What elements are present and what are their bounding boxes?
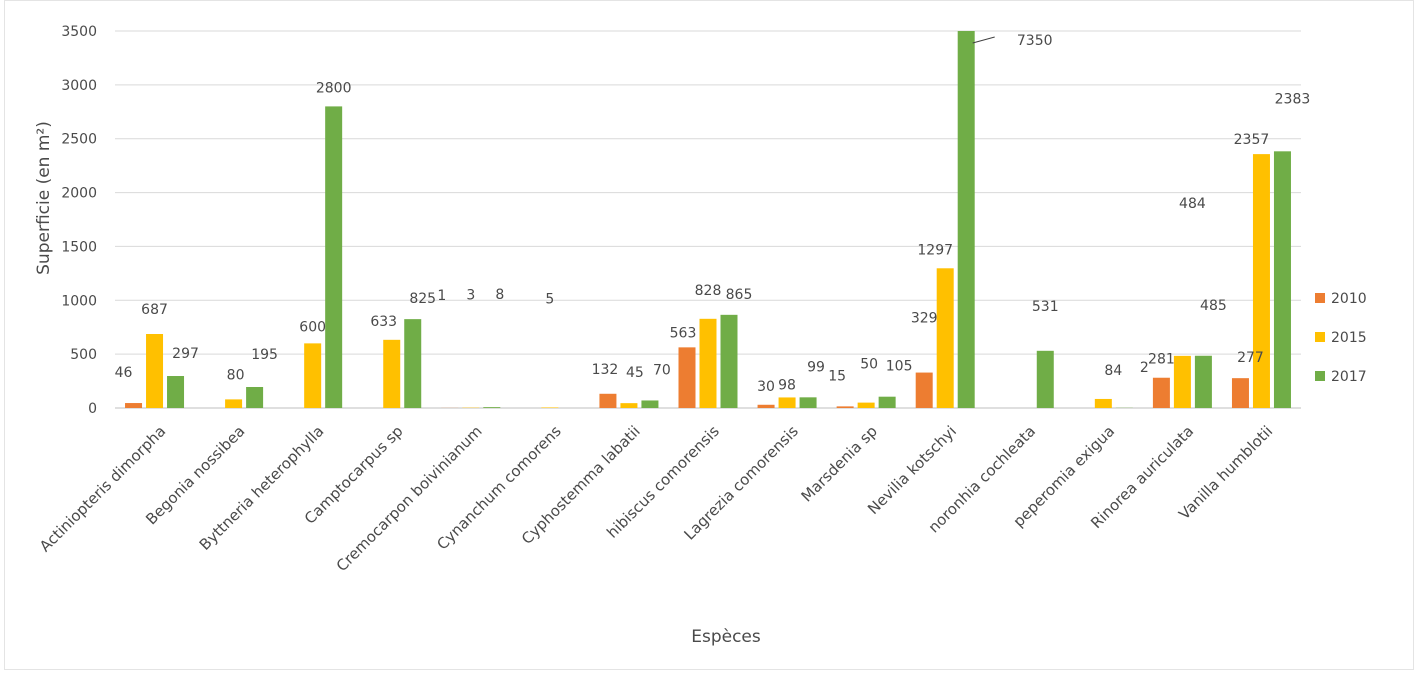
data-label: 531 (1032, 299, 1059, 315)
bar-2010 (1231, 378, 1249, 408)
x-tick-label: Actiniopteris dimorpha (36, 422, 169, 555)
bar-2015 (383, 339, 401, 408)
legend: 2010 2015 2017 (1315, 291, 1367, 385)
bar-2017 (957, 31, 975, 408)
data-label: 281 (1148, 352, 1175, 368)
bar-2015 (620, 403, 638, 408)
y-tick-label: 2500 (61, 132, 97, 148)
legend-swatch-2010 (1315, 293, 1325, 303)
data-label: 633 (370, 314, 397, 330)
legend-swatch-2015 (1315, 332, 1325, 342)
data-label: 484 (1179, 196, 1206, 212)
y-tick-label: 2000 (61, 186, 97, 202)
bar-2017 (1036, 350, 1054, 408)
data-label: 329 (911, 311, 938, 327)
y-tick-label: 3500 (61, 24, 97, 40)
bar-2015 (541, 407, 559, 408)
data-label: 7350 (1017, 33, 1053, 49)
bar-2015 (225, 399, 243, 408)
bar-2017 (167, 376, 185, 408)
data-label: 1297 (917, 242, 953, 258)
bar-2017 (404, 319, 422, 408)
y-tick-label: 500 (70, 347, 97, 363)
data-label: 485 (1200, 298, 1227, 314)
data-label: 99 (807, 359, 825, 375)
bar-2010 (599, 393, 617, 408)
bar-2015 (1173, 355, 1191, 408)
bar-2017 (246, 386, 264, 408)
y-tick-labels: 0 500 1000 1500 2000 2500 3000 3500 (61, 24, 97, 417)
legend-swatch-2017 (1315, 371, 1325, 381)
data-label: 30 (757, 379, 775, 395)
bar-2017 (720, 314, 738, 408)
data-label: 3 (466, 288, 475, 304)
data-label: 50 (860, 357, 878, 373)
bar-2015 (857, 402, 875, 408)
data-label: 132 (592, 362, 619, 378)
bar-2010 (125, 403, 143, 408)
bar-2017 (325, 106, 343, 409)
data-labels: 46 687 297 80 195 600 2800 633 825 1 3 8 5 132 45 70 563… (115, 33, 1311, 395)
bar-2017 (1194, 355, 1212, 408)
data-label: 70 (653, 362, 671, 378)
data-label: 600 (299, 319, 326, 335)
data-label: 105 (886, 359, 913, 375)
data-label: 2800 (316, 80, 352, 96)
legend-label-2010: 2010 (1331, 291, 1367, 307)
legend-label-2015: 2015 (1331, 330, 1367, 346)
data-label: 84 (1104, 363, 1122, 379)
bars (125, 31, 1291, 409)
data-label-leader (972, 36, 995, 44)
bar-2010 (836, 406, 854, 408)
bar-2015 (936, 268, 954, 408)
y-tick-label: 3000 (61, 78, 97, 94)
data-label: 15 (828, 368, 846, 384)
bar-2017 (483, 407, 501, 408)
bar-2015 (699, 318, 717, 408)
bar-chart: 0 500 1000 1500 2000 2500 3000 3500 46 687 297 80 1… (34, 24, 1367, 647)
y-tick-label: 1500 (61, 239, 97, 255)
bar-2015 (1094, 398, 1112, 408)
bar-2017 (878, 396, 896, 408)
x-tick-label: Cremocarpon boivinianum (333, 422, 486, 575)
data-label: 80 (227, 367, 245, 383)
bar-2010 (915, 372, 933, 408)
bar-2017 (1273, 151, 1291, 408)
chart-frame: 0 500 1000 1500 2000 2500 3000 3500 46 687 297 80 1… (4, 0, 1414, 670)
data-label: 563 (670, 325, 697, 341)
y-axis-title: Superficie (en m²) (34, 121, 54, 275)
data-label: 865 (726, 287, 753, 303)
data-label: 1 (437, 288, 446, 304)
data-label: 2383 (1275, 91, 1311, 107)
data-label: 687 (141, 302, 168, 318)
data-label: 825 (409, 291, 436, 307)
data-label: 277 (1237, 350, 1264, 366)
bar-2017 (799, 397, 817, 408)
data-label: 8 (495, 287, 504, 303)
data-label: 2357 (1234, 132, 1270, 148)
data-label: 45 (626, 365, 644, 381)
bar-2010 (678, 347, 696, 408)
data-label: 2 (1140, 360, 1149, 376)
legend-label-2017: 2017 (1331, 369, 1367, 385)
bar-2015 (1252, 154, 1270, 408)
data-label: 828 (695, 283, 722, 299)
bar-2010 (757, 404, 775, 408)
bar-2017 (641, 400, 659, 408)
data-label: 297 (172, 346, 199, 362)
bar-2015 (146, 334, 164, 408)
x-axis-title: Espèces (691, 627, 761, 647)
data-label: 195 (251, 347, 278, 363)
bar-2015 (778, 397, 796, 408)
x-tick-label: Marsdenia sp (798, 422, 881, 505)
y-tick-label: 0 (88, 401, 97, 417)
data-label: 46 (115, 365, 133, 381)
y-tick-label: 1000 (61, 293, 97, 309)
bar-2010 (1152, 377, 1170, 408)
data-label: 5 (545, 291, 554, 307)
data-label: 98 (778, 377, 796, 393)
bar-2015 (304, 343, 322, 408)
